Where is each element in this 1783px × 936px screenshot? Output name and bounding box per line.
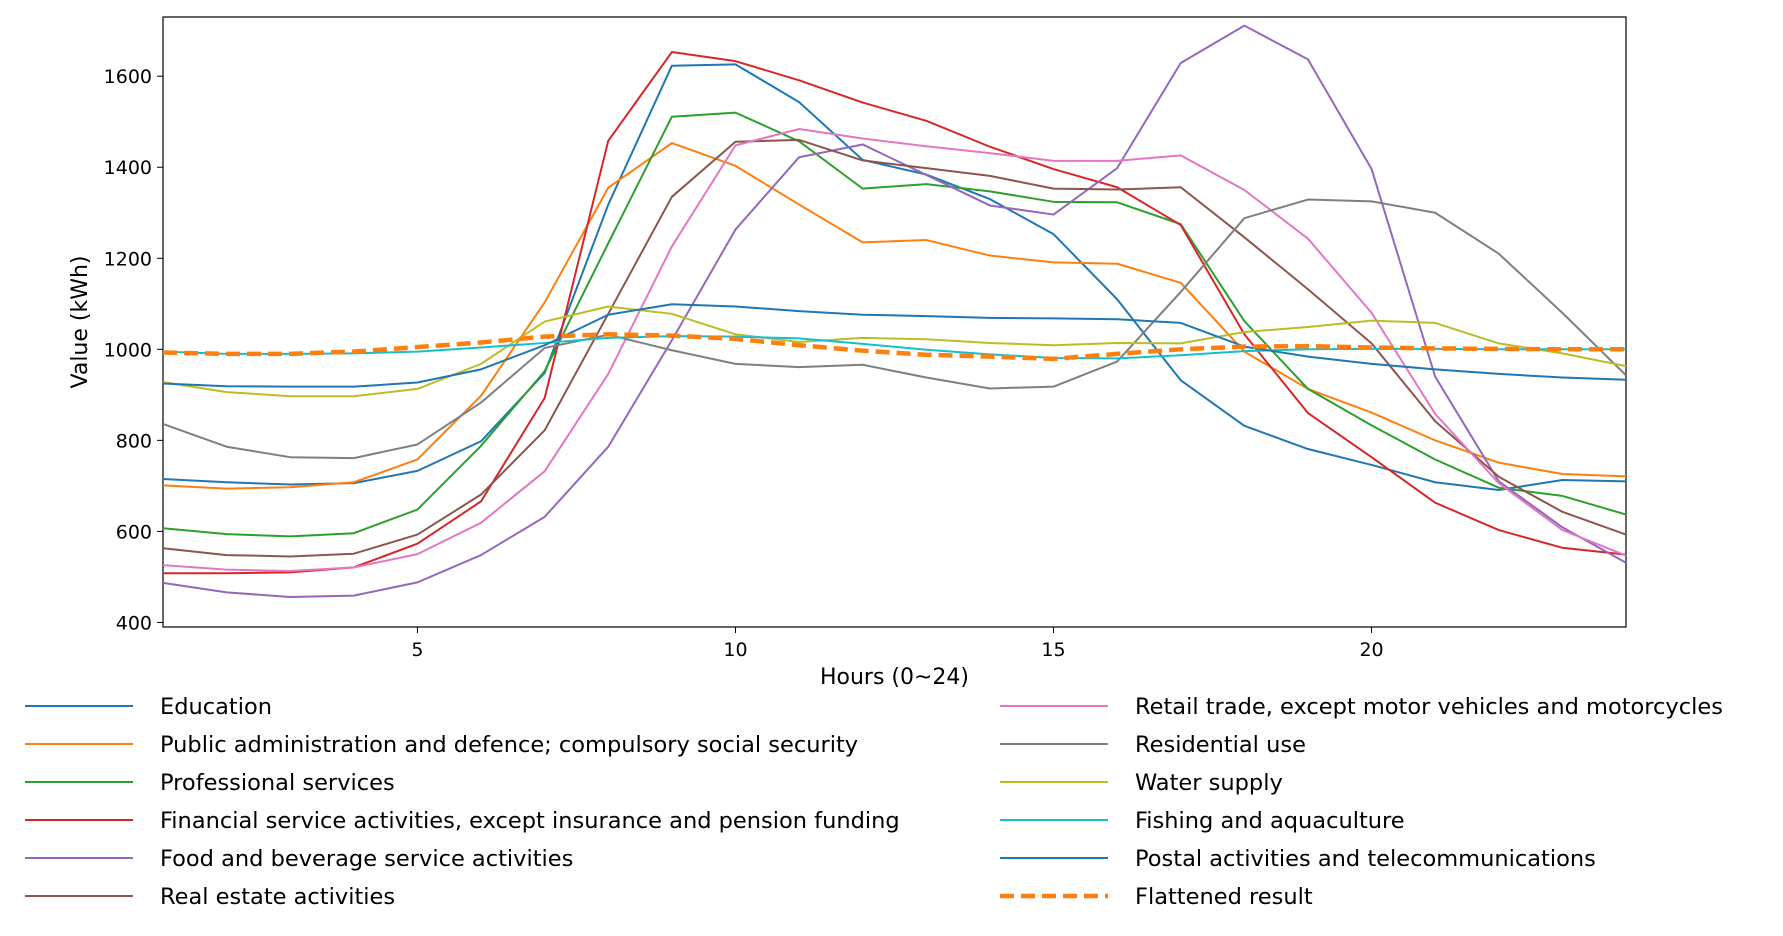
legend-item: Food and beverage service activities: [25, 846, 573, 872]
legend-label: Real estate activities: [160, 884, 395, 910]
y-tick-label: 1200: [104, 248, 152, 270]
series-line-2: [163, 142, 1626, 490]
series-line-9: [163, 305, 1626, 398]
x-tick-label: 15: [1041, 639, 1065, 661]
legend-label: Education: [160, 694, 272, 720]
legend-label: Residential use: [1135, 732, 1306, 758]
series-line-11: [163, 303, 1626, 388]
series-line-7: [163, 127, 1626, 573]
x-axis-title: Hours (0~24): [820, 665, 969, 690]
legend-label: Public administration and defence; compu…: [160, 732, 858, 758]
x-tick-label: 5: [411, 639, 423, 661]
y-tick-label: 400: [116, 612, 152, 634]
legend-label: Professional services: [160, 770, 395, 796]
legend-item: Postal activities and telecommunications: [1000, 846, 1596, 872]
legend-label: Fishing and aquaculture: [1135, 808, 1405, 834]
series-line-8: [163, 198, 1626, 460]
legend-item: Financial service activities, except ins…: [25, 808, 900, 834]
x-axis-ticks: 5 10 15 20: [411, 627, 1384, 661]
legend-label: Flattened result: [1135, 884, 1313, 910]
legend-label: Postal activities and telecommunications: [1135, 846, 1596, 872]
legend-item: Public administration and defence; compu…: [25, 732, 858, 758]
y-axis-title: Value (kWh): [68, 255, 93, 388]
series-line-6: [163, 138, 1626, 558]
legend-label: Financial service activities, except ins…: [160, 808, 900, 834]
y-tick-label: 1400: [104, 157, 152, 179]
y-axis-ticks: 400 600 800 1000 1200 1400 1600: [104, 66, 163, 634]
legend-item: Flattened result: [1000, 884, 1313, 910]
legend-item: Water supply: [1000, 770, 1283, 796]
y-tick-label: 1600: [104, 66, 152, 88]
legend-label: Retail trade, except motor vehicles and …: [1135, 694, 1723, 720]
series-line-4: [163, 51, 1626, 575]
y-tick-label: 1000: [104, 339, 152, 361]
series-line-12: [163, 332, 1626, 362]
x-tick-label: 10: [723, 639, 747, 661]
y-tick-label: 600: [116, 521, 152, 543]
legend-item: Professional services: [25, 770, 395, 796]
legend-label: Water supply: [1135, 770, 1283, 796]
legend-item: Retail trade, except motor vehicles and …: [1000, 694, 1723, 720]
legend-item: Residential use: [1000, 732, 1306, 758]
plot-frame: [162, 16, 1627, 628]
series-line-3: [163, 111, 1626, 538]
series-line-1: [163, 63, 1626, 491]
series-layer: [163, 24, 1626, 598]
legend: Education Public administration and defen…: [25, 694, 1723, 910]
legend-label: Food and beverage service activities: [160, 846, 573, 872]
y-tick-label: 800: [116, 430, 152, 452]
x-tick-label: 20: [1359, 639, 1383, 661]
legend-item: Fishing and aquaculture: [1000, 808, 1405, 834]
legend-item: Real estate activities: [25, 884, 395, 910]
plot-area: 5 10 15 20 400 600 800 1000 1200 1400 1600: [104, 16, 1627, 661]
legend-item: Education: [25, 694, 272, 720]
